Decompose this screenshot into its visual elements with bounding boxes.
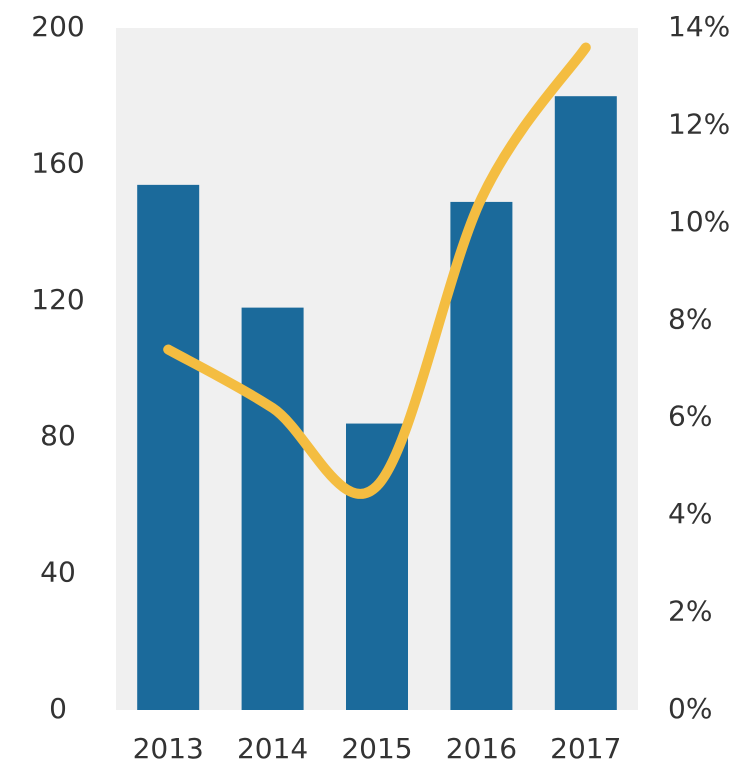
x-tick-label: 2015 [341,732,412,765]
bar [346,423,408,710]
y-tick-label: 160 [31,146,84,179]
y2-tick-label: 6% [668,400,712,433]
y2-tick-label: 0% [668,692,712,725]
x-tick-label: 2016 [446,732,517,765]
x-tick-label: 2013 [133,732,204,765]
x-tick-label: 2014 [237,732,308,765]
bar [450,201,513,710]
y-tick-label: 0 [49,692,67,725]
bar [241,307,304,710]
y2-tick-label: 12% [668,107,730,140]
y-tick-label: 200 [31,10,84,43]
y-tick-label: 40 [40,556,76,589]
line [163,42,591,499]
y2-tick-label: 4% [668,497,712,530]
y-tick-label: 80 [40,419,76,452]
y2-tick-label: 2% [668,595,712,628]
y2-tick-label: 14% [668,10,730,43]
x-tick-label: 2017 [550,732,621,765]
bar [137,184,200,711]
bar [554,96,617,710]
y2-tick-label: 10% [668,205,730,238]
y2-tick-label: 8% [668,302,712,335]
y-tick-label: 120 [31,283,84,316]
